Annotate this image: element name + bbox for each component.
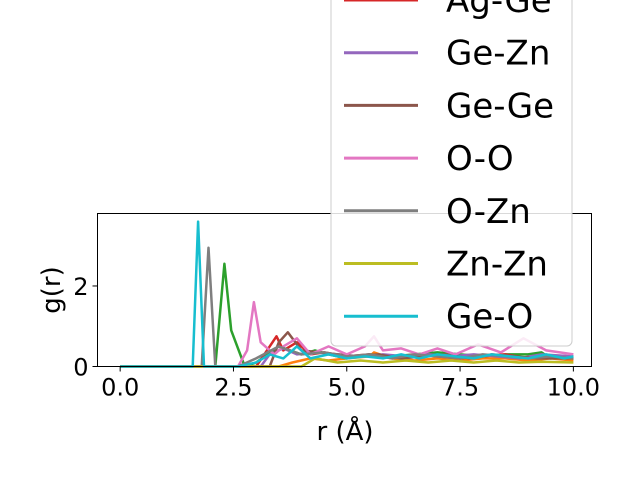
legend-label: Ag-Ge bbox=[446, 0, 552, 21]
legend: Ag-Ge Ge-Zn Ge-Ge O-O O-Zn Zn-Zn Ge-O bbox=[330, 0, 573, 347]
legend-box bbox=[330, 0, 573, 347]
y-axis-label: g(r) bbox=[37, 266, 67, 313]
legend-label: Ge-O bbox=[446, 297, 533, 337]
y-axis: 02 bbox=[73, 273, 98, 382]
x-axis-label: r (Å) bbox=[316, 415, 373, 447]
legend-label: O-Zn bbox=[446, 192, 531, 232]
series-line-zn-zn bbox=[120, 357, 574, 368]
y-tick-label: 0 bbox=[73, 354, 88, 382]
x-tick-label: 10.0 bbox=[547, 374, 600, 402]
legend-label: Zn-Zn bbox=[446, 245, 548, 285]
x-axis: 0.0 2.5 5.0 7.5 10.0 bbox=[101, 366, 600, 402]
x-tick-label: 0.0 bbox=[101, 374, 139, 402]
x-tick-label: 7.5 bbox=[441, 374, 479, 402]
legend-label: Ge-Ge bbox=[446, 86, 554, 126]
legend-label: O-O bbox=[446, 139, 514, 179]
x-tick-label: 5.0 bbox=[328, 374, 366, 402]
x-tick-label: 2.5 bbox=[214, 374, 252, 402]
legend-label: Ge-Zn bbox=[446, 34, 550, 74]
y-tick-label: 2 bbox=[73, 273, 88, 301]
